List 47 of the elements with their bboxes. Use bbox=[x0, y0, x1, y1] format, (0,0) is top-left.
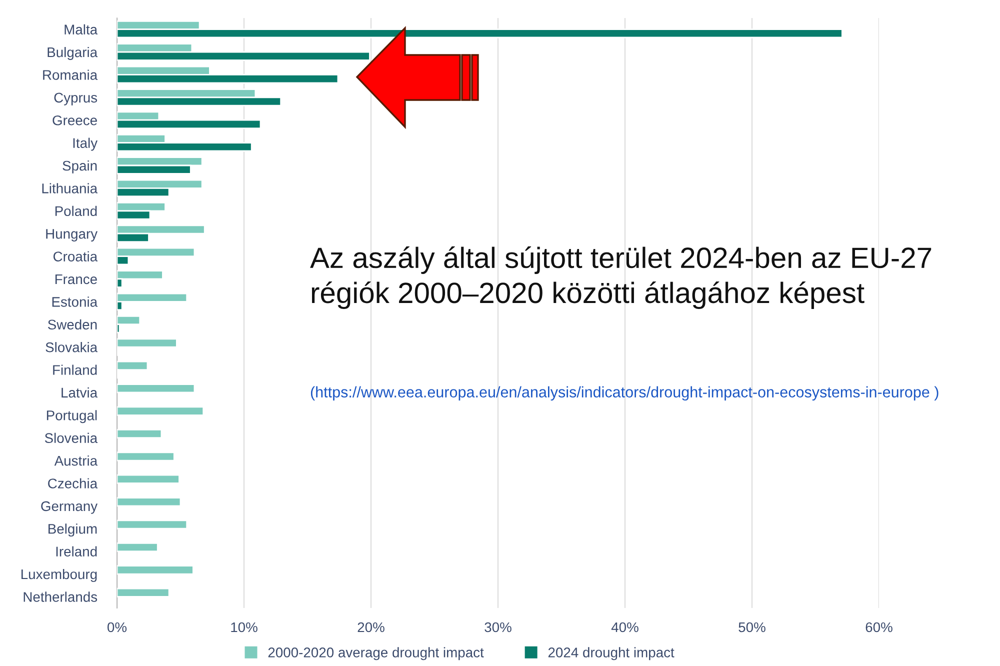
bar bbox=[117, 384, 196, 394]
y-tick-label: France bbox=[55, 274, 97, 284]
y-tick-label: Belgium bbox=[48, 524, 97, 537]
x-tick-label: 50% bbox=[738, 622, 766, 632]
x-tick-label: 20% bbox=[358, 622, 384, 632]
y-tick-label: Poland bbox=[55, 206, 97, 216]
bar bbox=[117, 520, 188, 530]
y-tick-label: Slovenia bbox=[44, 432, 98, 444]
y-tick-label: Hungary bbox=[46, 229, 98, 242]
x-tick-label: 40% bbox=[611, 622, 638, 632]
y-tick-label: Slovakia bbox=[46, 342, 98, 352]
y-tick-label: Ireland bbox=[56, 546, 97, 556]
y-tick-label: Portugal bbox=[46, 410, 97, 424]
y-tick-label: Croatia bbox=[53, 251, 98, 262]
bar bbox=[117, 542, 158, 552]
bar bbox=[117, 588, 170, 598]
bar bbox=[117, 428, 162, 439]
bar bbox=[117, 565, 194, 575]
y-tick-label: Sweden bbox=[48, 319, 97, 330]
y-tick-label: Estonia bbox=[52, 296, 98, 307]
y-tick-label: Malta bbox=[64, 24, 98, 34]
x-tick-label: 30% bbox=[484, 622, 512, 632]
y-tick-label: Spain bbox=[62, 160, 97, 174]
annotation: (https://www.eea.europa.eu/en/analysis/indicators/drought-impact-on-ecosystems-in-europe ) bbox=[310, 386, 938, 401]
bar bbox=[117, 497, 182, 507]
y-tick-label: Greece bbox=[52, 115, 97, 126]
y-tick-label: Romania bbox=[43, 70, 98, 80]
y-tick-label: Italy bbox=[73, 138, 98, 151]
y-tick-label: Finland bbox=[53, 364, 97, 375]
y-tick-label: Austria bbox=[54, 456, 98, 466]
annotation: Az aszály által sújtott terület 2024-ben az EU-27 régiók 2000–2020 közötti átlagához képest bbox=[310, 246, 932, 309]
y-tick-label: Netherlands bbox=[24, 592, 98, 602]
bar bbox=[117, 474, 180, 484]
y-tick-label: Czechia bbox=[48, 478, 98, 488]
bar bbox=[117, 452, 175, 462]
legend-label: 2024 drought impact bbox=[548, 647, 674, 660]
y-tick-label: Germany bbox=[41, 501, 98, 514]
legend-label: 2000-2020 average drought impact bbox=[268, 647, 484, 660]
y-tick-label: Bulgaria bbox=[48, 46, 98, 60]
y-tick-label: Luxembourg bbox=[21, 568, 97, 582]
x-tick-label: 60% bbox=[866, 622, 892, 632]
x-tick-label: 10% bbox=[231, 622, 258, 632]
y-tick-label: Latvia bbox=[62, 387, 98, 398]
bar bbox=[117, 406, 204, 416]
y-tick-label: Lithuania bbox=[42, 183, 98, 194]
x-tick-label: 0% bbox=[108, 622, 127, 632]
y-tick-label: Cyprus bbox=[54, 92, 98, 106]
